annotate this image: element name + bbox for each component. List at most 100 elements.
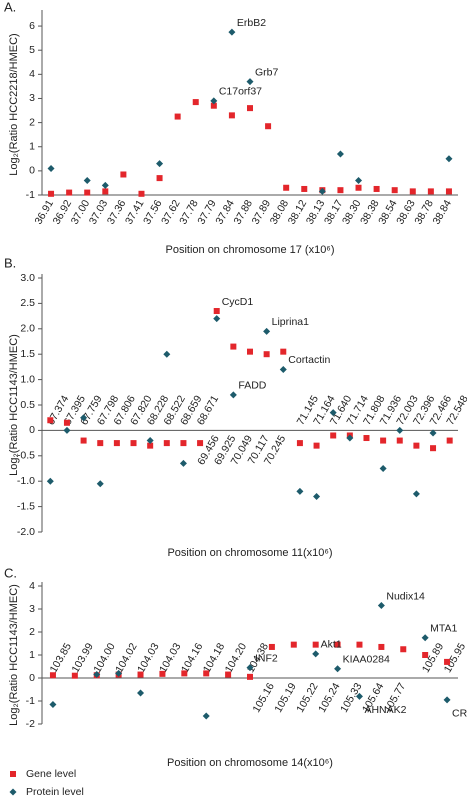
y-tick-label: 0 xyxy=(29,424,35,436)
y-tick-label: -1 xyxy=(26,189,35,201)
gene-marker xyxy=(391,187,398,194)
gene-marker xyxy=(102,188,109,195)
y-tick-label: -2 xyxy=(26,718,35,730)
y-tick-label: -1.5 xyxy=(17,500,35,512)
gene-marker xyxy=(263,351,270,358)
protein-marker xyxy=(263,327,271,335)
protein-marker xyxy=(429,429,437,437)
legend-label: Gene level xyxy=(26,768,76,780)
point-label: Grb7 xyxy=(255,66,279,78)
protein-marker xyxy=(93,671,101,679)
gene-marker xyxy=(378,643,385,650)
point-label: INF2 xyxy=(255,652,278,664)
gene-marker xyxy=(337,187,344,194)
point-label: FADD xyxy=(238,380,266,392)
point-label: KIAA0284 xyxy=(343,654,390,666)
gene-marker xyxy=(66,189,73,196)
x-tick-label: 105.95 xyxy=(442,641,467,675)
gene-marker xyxy=(210,102,217,109)
protein-marker xyxy=(213,315,221,323)
gene-marker xyxy=(213,308,220,315)
protein-marker xyxy=(336,150,344,158)
point-label: CRIP2 xyxy=(452,708,467,720)
gene-marker xyxy=(363,435,370,442)
gene-marker xyxy=(296,440,303,447)
protein-marker xyxy=(80,414,88,422)
protein-marker xyxy=(318,187,326,195)
protein-marker xyxy=(334,665,342,673)
gene-marker xyxy=(312,641,319,648)
protein-marker xyxy=(296,487,304,495)
y-tick-label: 5 xyxy=(29,44,35,56)
y-axis-title: Log₂(Ratio HCC1143/HMEC) xyxy=(8,584,20,726)
point-label: ErbB2 xyxy=(237,17,266,29)
x-axis-title: Position on chromosome 17 (x10⁶) xyxy=(166,244,335,256)
y-axis-title: Log₂(Ratio HCC1143/HMEC) xyxy=(8,334,20,476)
gene-marker xyxy=(163,440,170,447)
y-tick-label: 4 xyxy=(29,580,35,592)
gene-marker xyxy=(400,646,407,653)
y-tick-label: 2.5 xyxy=(20,297,35,309)
protein-marker xyxy=(445,155,453,163)
gene-marker xyxy=(280,348,287,355)
protein-marker xyxy=(229,391,237,399)
protein-marker xyxy=(379,465,387,472)
y-tick-label: -0.5 xyxy=(17,450,35,462)
protein-marker xyxy=(355,177,363,185)
point-label: Cortactin xyxy=(288,354,330,366)
gene-marker xyxy=(413,442,420,449)
point-label: Nudix14 xyxy=(386,590,425,602)
protein-marker xyxy=(246,664,254,672)
gene-marker xyxy=(430,445,437,452)
gene-marker xyxy=(247,348,253,355)
gene-marker xyxy=(174,113,181,120)
y-tick-label: 6 xyxy=(29,20,35,32)
y-tick-label: 1.5 xyxy=(20,348,35,360)
gene-marker xyxy=(71,672,78,679)
y-tick-label: -1.0 xyxy=(17,475,35,487)
gene-marker xyxy=(265,123,272,130)
legend-marker xyxy=(9,788,17,796)
y-tick-label: 4 xyxy=(29,68,35,80)
protein-marker xyxy=(179,459,187,467)
gene-marker xyxy=(192,99,199,106)
gene-marker xyxy=(334,641,341,648)
y-tick-label: 0 xyxy=(29,672,35,684)
y-tick-label: 2 xyxy=(29,626,35,638)
gene-marker xyxy=(113,440,120,447)
protein-marker xyxy=(156,160,164,168)
protein-marker xyxy=(377,602,385,610)
gene-marker xyxy=(247,105,253,112)
protein-marker xyxy=(246,78,254,86)
y-tick-label: 1.0 xyxy=(20,373,35,385)
panel-label: C. xyxy=(4,565,17,580)
y-tick-label: 1 xyxy=(29,649,35,661)
gene-marker xyxy=(147,442,154,449)
legend-marker xyxy=(10,771,16,777)
protein-marker xyxy=(279,365,287,373)
protein-marker xyxy=(355,692,363,700)
x-axis-title: Position on chromosome 14(x10⁶) xyxy=(167,757,333,769)
gene-marker xyxy=(230,343,237,350)
y-tick-label: 0 xyxy=(29,165,35,177)
y-tick-label: 2.0 xyxy=(20,323,35,335)
protein-marker xyxy=(96,480,104,488)
panel-label: A. xyxy=(4,0,16,14)
protein-marker xyxy=(329,409,337,417)
protein-marker xyxy=(49,700,57,708)
y-tick-label: 2 xyxy=(29,116,35,128)
gene-marker xyxy=(247,673,253,680)
gene-marker xyxy=(197,440,204,447)
gene-marker xyxy=(355,184,362,191)
y-tick-label: 3 xyxy=(29,603,35,615)
protein-marker xyxy=(443,696,451,704)
x-axis-title: Position on chromosome 11(x10⁶) xyxy=(167,547,332,559)
gene-marker xyxy=(356,641,363,648)
gene-marker xyxy=(373,185,380,192)
gene-marker xyxy=(313,442,320,449)
gene-marker xyxy=(330,432,337,439)
protein-marker xyxy=(346,434,354,442)
gene-marker xyxy=(396,437,403,444)
protein-marker xyxy=(137,689,145,697)
protein-marker xyxy=(210,97,218,105)
